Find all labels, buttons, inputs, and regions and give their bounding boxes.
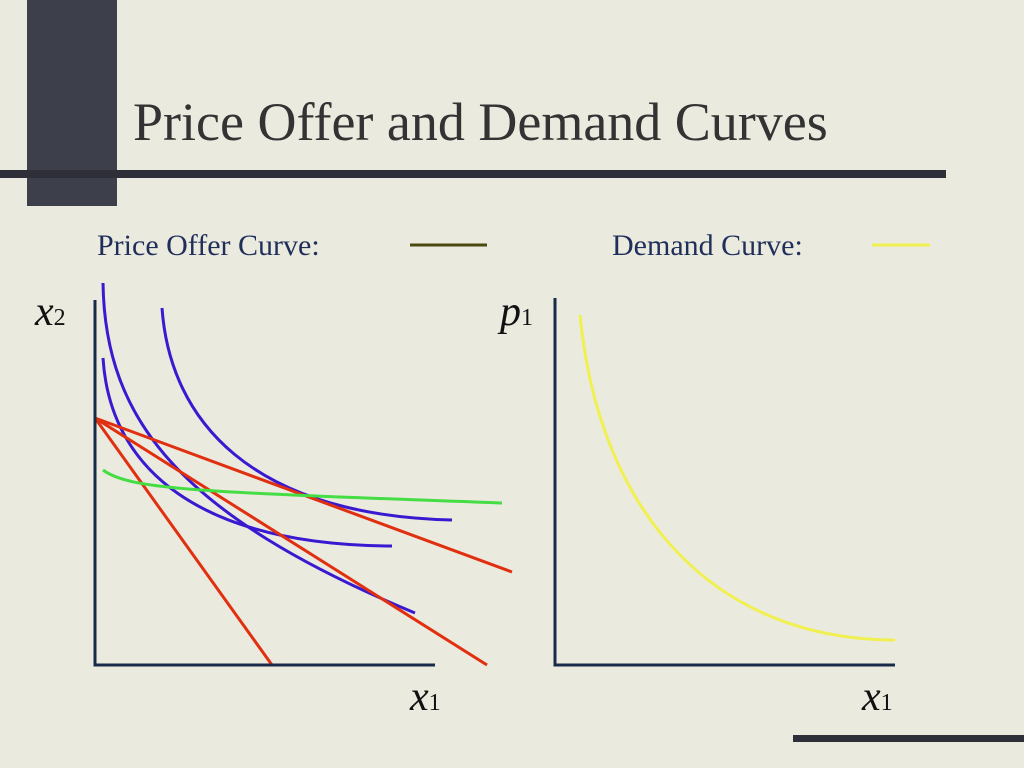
label-var: x bbox=[861, 674, 881, 720]
axes bbox=[93, 300, 435, 667]
indifference-curve bbox=[101, 357, 393, 548]
label-var: p bbox=[497, 289, 521, 335]
x-axis-label: x1 bbox=[409, 674, 441, 720]
price-offer-curve bbox=[102, 468, 503, 505]
label-sub: 1 bbox=[429, 690, 441, 716]
indifference-curve bbox=[160, 307, 453, 522]
y-axis-label: x2 bbox=[34, 289, 66, 335]
title-rule bbox=[0, 170, 946, 178]
legend-label: Price Offer Curve: bbox=[97, 229, 320, 262]
demand-curve bbox=[578, 314, 896, 642]
label-sub: 2 bbox=[54, 305, 66, 331]
legend-label: Demand Curve: bbox=[612, 229, 803, 262]
label-sub: 1 bbox=[521, 305, 533, 331]
title: Price Offer and Demand Curves bbox=[133, 92, 828, 152]
label-sub: 1 bbox=[881, 690, 893, 716]
label-var: x bbox=[409, 674, 429, 720]
axes bbox=[553, 298, 895, 667]
indifference-curve bbox=[101, 282, 416, 615]
budget-line bbox=[94, 416, 488, 667]
y-axis-label: p1 bbox=[497, 289, 533, 335]
footer-rule bbox=[793, 735, 1024, 742]
label-var: x bbox=[34, 289, 54, 335]
left-diagram bbox=[93, 282, 513, 667]
budget-line bbox=[93, 417, 274, 666]
right-diagram bbox=[553, 298, 896, 667]
x-axis-label: x1 bbox=[861, 674, 893, 720]
